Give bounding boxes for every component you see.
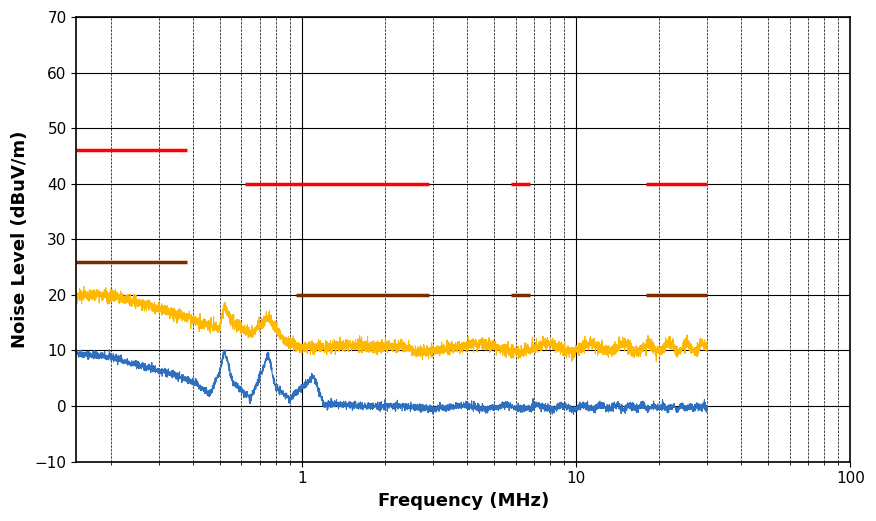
X-axis label: Frequency (MHz): Frequency (MHz) — [378, 492, 549, 510]
Y-axis label: Noise Level (dBuV/m): Noise Level (dBuV/m) — [11, 131, 29, 348]
